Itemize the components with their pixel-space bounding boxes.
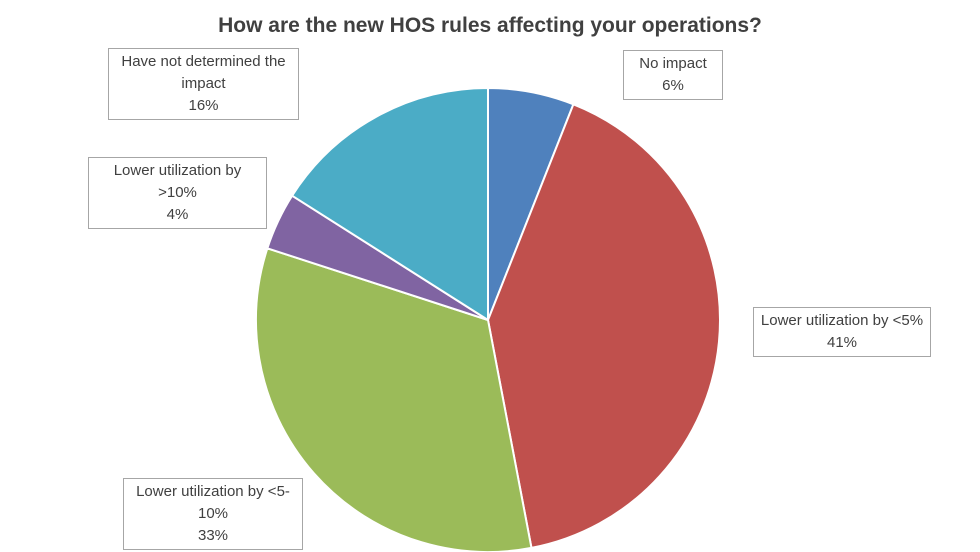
category-label: Lower utilization by >10%: [113, 162, 242, 201]
category-label: Have not determined the impact: [121, 53, 286, 92]
category-label: No impact: [639, 55, 707, 72]
value-label: 4%: [166, 206, 189, 223]
pie-slice: [255, 247, 533, 552]
data-label: Lower utilization by <5% 41%: [753, 307, 931, 357]
value-label: 6%: [662, 77, 684, 94]
category-label: Lower utilization by <5%: [760, 312, 924, 329]
value-label: 33%: [197, 527, 229, 544]
pie-slice: [486, 102, 721, 550]
category-label: Lower utilization by <5-10%: [136, 483, 290, 522]
value-label: 41%: [826, 334, 858, 351]
data-label: No impact 6%: [623, 50, 723, 100]
pie-slice: [290, 86, 489, 322]
value-label: 16%: [188, 97, 219, 114]
data-label: Lower utilization by <5-10% 33%: [123, 478, 303, 550]
chart-title: How are the new HOS rules affecting your…: [218, 14, 762, 37]
data-label: Have not determined the impact 16%: [108, 48, 299, 120]
data-label: Lower utilization by >10% 4%: [88, 157, 267, 229]
